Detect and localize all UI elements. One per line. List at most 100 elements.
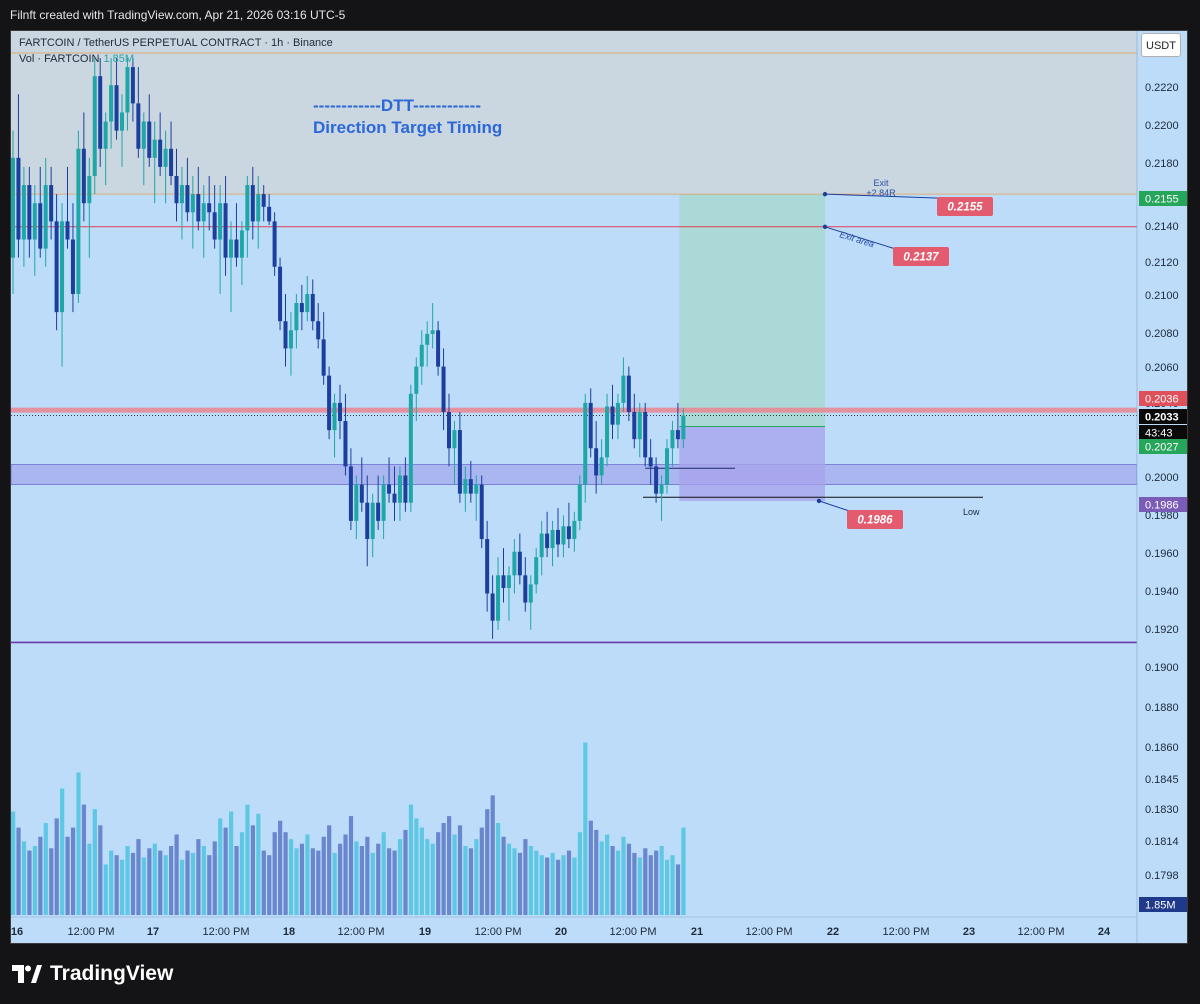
- candle-body: [550, 529, 555, 549]
- volume-bar: [321, 836, 326, 915]
- dtt-annotation: ------------DTT------------ Direction Ta…: [313, 95, 502, 139]
- candle: [43, 157, 48, 267]
- candle-body: [397, 475, 402, 503]
- candle: [643, 402, 648, 467]
- candle: [419, 330, 424, 385]
- candle-body: [245, 185, 250, 231]
- candle: [408, 384, 413, 512]
- chart-frame[interactable]: Exit +2.84R 0.2155 Exit area 0.2137 0.1986 Low…: [10, 30, 1188, 944]
- candle: [610, 384, 615, 440]
- volume-bar: [174, 834, 179, 915]
- candle-body: [599, 457, 604, 476]
- volume-bar: [632, 852, 637, 915]
- volume-bar: [681, 827, 686, 915]
- candle-body: [594, 448, 599, 476]
- chart-canvas[interactable]: Exit+2.84R 0.2155 Exit area 0.2137 0.1986 Low…: [11, 31, 1187, 943]
- time-tick-label: 22: [827, 926, 839, 938]
- candle-body: [299, 303, 304, 313]
- volume-bar: [577, 832, 582, 915]
- candle-body: [468, 479, 473, 494]
- volume-bar: [523, 839, 528, 915]
- tradingview-logo: TradingView: [12, 962, 173, 986]
- price-tick-label: 0.2140: [1145, 221, 1179, 233]
- candle-body: [81, 148, 86, 204]
- price-axis: 0.22200.22000.21800.21600.21400.21200.21…: [1136, 31, 1187, 943]
- price-badge-bg: [1139, 897, 1187, 912]
- volume-bar: [158, 850, 163, 915]
- horizontal-levels: [11, 193, 1137, 644]
- volume-bar: [256, 813, 261, 915]
- price-badge: 0.1986: [1145, 500, 1179, 512]
- candle: [359, 457, 364, 512]
- volume-bar: [370, 852, 375, 915]
- volume-bar: [21, 841, 27, 915]
- candle: [534, 548, 539, 594]
- candle: [621, 357, 626, 412]
- low-price-tag-bg: [847, 510, 903, 529]
- candle-body: [229, 239, 233, 258]
- volume-bar: [654, 850, 659, 915]
- candle-body: [425, 333, 430, 345]
- candle: [256, 175, 261, 249]
- exit-r-label: +2.84R: [866, 188, 896, 198]
- candle: [387, 457, 392, 503]
- volume-bar: [38, 836, 43, 915]
- candle: [637, 402, 642, 458]
- volume-bar: [267, 855, 272, 915]
- volume-bar: [392, 850, 397, 915]
- candle-body: [267, 206, 272, 222]
- price-tick-label: 0.2220: [1145, 82, 1179, 94]
- candle: [65, 166, 70, 249]
- symbol-line: FARTCOIN / TetherUS PERPETUAL CONTRACT ·…: [19, 37, 333, 49]
- currency-button[interactable]: USDT: [1141, 33, 1181, 57]
- exit-dot: [822, 191, 828, 197]
- candle: [152, 121, 157, 204]
- candle: [201, 185, 206, 258]
- candle-body: [615, 402, 620, 425]
- candle-body: [169, 148, 174, 176]
- volume-bar: [550, 852, 555, 915]
- candle-body: [27, 185, 32, 240]
- candle: [76, 130, 81, 304]
- candle-body: [588, 402, 593, 449]
- candle: [136, 67, 141, 158]
- candle-body: [485, 539, 490, 594]
- candle-body: [283, 321, 288, 349]
- candle: [490, 575, 495, 639]
- candle: [261, 185, 266, 222]
- candle-body: [239, 230, 244, 258]
- candle: [430, 303, 435, 349]
- position-target-box: [679, 194, 825, 427]
- volume-bar: [588, 820, 593, 915]
- candle: [283, 293, 288, 367]
- candle-body: [305, 293, 310, 313]
- candle: [545, 511, 550, 558]
- volume-bar: [583, 742, 588, 915]
- volume-bar: [447, 816, 452, 915]
- candle-body: [152, 139, 157, 158]
- candle: [403, 457, 408, 512]
- candle: [185, 157, 190, 222]
- price-tick-label: 0.1830: [1145, 804, 1179, 816]
- volume-bar: [556, 859, 561, 915]
- candle-body: [130, 67, 135, 104]
- candle-body: [179, 185, 184, 204]
- candle: [583, 393, 588, 503]
- volume-legend: Vol · FARTCOIN 1.85M: [19, 51, 333, 67]
- candle: [179, 166, 184, 240]
- position-stop-box: [679, 426, 825, 501]
- candle: [501, 548, 506, 603]
- volume-bar: [637, 857, 642, 915]
- volume-bar: [621, 836, 626, 915]
- volume-bar: [441, 823, 446, 915]
- volume-bar: [501, 836, 506, 915]
- volume-bar: [572, 857, 577, 915]
- candle-body: [272, 221, 277, 267]
- price-tick-label: 0.1880: [1145, 702, 1179, 714]
- volume-bar: [185, 850, 190, 915]
- candle: [659, 475, 664, 521]
- volume-bar: [179, 859, 185, 915]
- volume-bar: [506, 843, 512, 915]
- volume-bar: [261, 850, 266, 915]
- exit-price-tag: 0.2155: [947, 202, 983, 214]
